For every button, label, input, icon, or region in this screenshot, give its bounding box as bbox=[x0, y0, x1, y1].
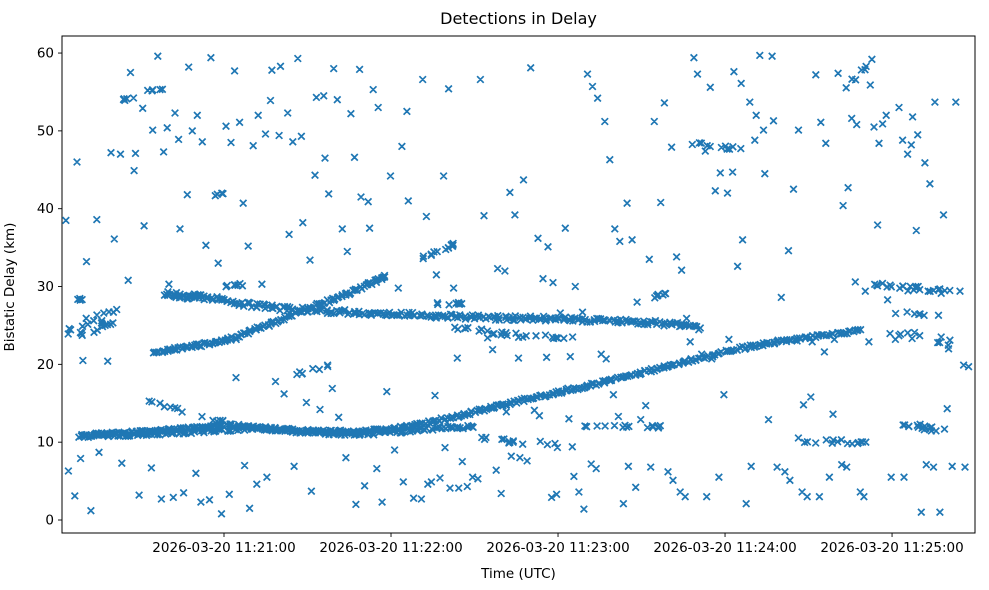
x-tick-label: 2026-03-20 11:23:00 bbox=[486, 540, 629, 556]
x-tick-label: 2026-03-20 11:25:00 bbox=[820, 540, 963, 556]
y-tick-label: 20 bbox=[37, 357, 54, 373]
y-tick-label: 40 bbox=[37, 201, 54, 217]
y-tick-label: 30 bbox=[37, 279, 54, 295]
y-tick-label: 50 bbox=[37, 123, 54, 139]
x-tick-label: 2026-03-20 11:24:00 bbox=[653, 540, 796, 556]
y-tick-label: 60 bbox=[37, 46, 54, 62]
detection-markers bbox=[61, 51, 973, 518]
x-tick-label: 2026-03-20 11:22:00 bbox=[319, 540, 462, 556]
chart-title: Detections in Delay bbox=[440, 9, 597, 28]
y-axis-label: Bistatic Delay (km) bbox=[2, 222, 18, 352]
axes-frame bbox=[61, 35, 976, 534]
x-axis-label: Time (UTC) bbox=[481, 566, 556, 582]
y-tick-label: 0 bbox=[45, 513, 54, 529]
x-tick-label: 2026-03-20 11:21:00 bbox=[152, 540, 295, 556]
y-tick-label: 10 bbox=[37, 435, 54, 451]
